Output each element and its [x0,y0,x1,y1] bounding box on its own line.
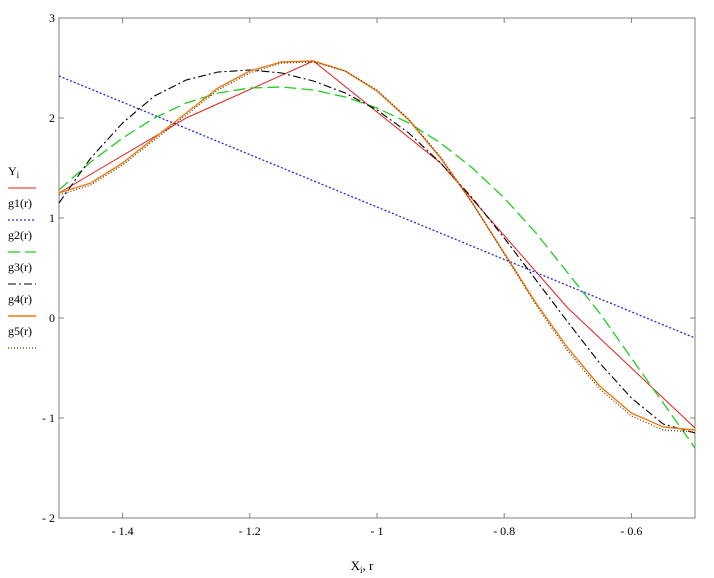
series-layer [58,60,696,449]
x-tick-label: - 1.2 [239,524,261,538]
series-line-6 [58,61,696,433]
legend-label: g4(r) [8,292,32,306]
x-axis-label: Xi, r [351,558,374,575]
series-line-4 [58,69,696,434]
plot-frame [58,17,696,519]
legend-label: g5(r) [8,324,32,338]
y-axis: - 2 - 1 0 1 2 3 [42,11,695,525]
series-line-2 [58,75,696,339]
x-tick-label: - 0.8 [493,524,515,538]
y-tick-label: - 1 [42,411,55,425]
series-line-5 [58,60,696,431]
y-tick-label: 1 [49,211,55,225]
series-line-3 [58,86,696,449]
y-tick-label: 0 [49,311,55,325]
x-tick-label: - 0.6 [620,524,642,538]
x-tick-label: - 1.4 [112,524,134,538]
legend-label: g2(r) [8,228,32,242]
y-tick-label: 2 [49,111,55,125]
legend-label: g1(r) [8,196,32,210]
y-tick-label: 3 [49,11,55,25]
legend: Yi g1(r) g2(r) g3(r) g4(r) g5(r) [8,164,36,349]
legend-label: Yi [8,164,20,180]
legend-label: g3(r) [8,260,32,274]
x-tick-label: - 1 [371,524,384,538]
x-axis: - 1.4 - 1.2 - 1 - 0.8 - 0.6 [112,18,642,538]
y-tick-label: - 2 [42,511,55,525]
series-line-1 [58,60,696,429]
